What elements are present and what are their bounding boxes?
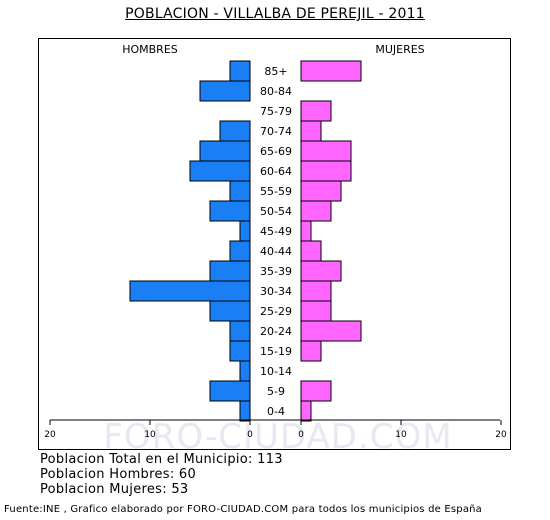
pyramid-chart: FORO-CIUDAD.COM HOMBRES MUJERES 85+ 80-84…	[44, 43, 507, 457]
category-label-65-69: 65-69	[260, 145, 292, 158]
bar-hombres-35-39	[209, 260, 251, 282]
tick-right-0-label: 0	[298, 430, 304, 440]
bars-layer	[129, 60, 362, 422]
bar-mujeres-55-59	[300, 180, 342, 202]
bar-hombres-85+	[229, 60, 251, 82]
legend-hombres: HOMBRES	[122, 43, 178, 56]
category-label-10-14: 10-14	[260, 365, 292, 378]
category-label-0-4: 0-4	[267, 405, 285, 418]
chart-frame	[38, 38, 511, 450]
category-label-5-9: 5-9	[267, 385, 285, 398]
bar-mujeres-85+	[300, 60, 362, 82]
bar-mujeres-0-4	[300, 400, 312, 422]
category-label-85+: 85+	[264, 65, 287, 78]
bar-mujeres-20-24	[300, 320, 362, 342]
stat-total: Poblacion Total en el Municipio: 113	[40, 452, 283, 467]
category-label-15-19: 15-19	[260, 345, 292, 358]
category-label-45-49: 45-49	[260, 225, 292, 238]
tick-right-10-label: 10	[395, 430, 407, 440]
bar-hombres-45-49	[239, 220, 251, 242]
bar-mujeres-15-19	[300, 340, 322, 362]
bar-hombres-60-64	[189, 160, 251, 182]
bar-hombres-20-24	[229, 320, 251, 342]
bar-mujeres-70-74	[300, 120, 322, 142]
tick-left-0-label: 0	[247, 430, 253, 440]
category-label-50-54: 50-54	[260, 205, 292, 218]
category-label-55-59: 55-59	[260, 185, 292, 198]
watermark: FORO-CIUDAD.COM	[103, 417, 452, 457]
category-label-40-44: 40-44	[260, 245, 292, 258]
footer-source: Fuente:INE , Grafico elaborado por FORO-…	[4, 504, 483, 515]
chart-title: POBLACION - VILLALBA DE PEREJIL - 2011	[125, 6, 425, 22]
category-label-20-24: 20-24	[260, 325, 292, 338]
stat-mujeres: Poblacion Mujeres: 53	[40, 482, 189, 497]
tick-right-20-label: 20	[495, 430, 507, 440]
category-label-80-84: 80-84	[260, 85, 292, 98]
bar-mujeres-75-79	[300, 100, 332, 122]
bar-mujeres-65-69	[300, 140, 352, 162]
bar-hombres-15-19	[229, 340, 251, 362]
bar-hombres-55-59	[229, 180, 251, 202]
bar-hombres-30-34	[129, 280, 251, 302]
bar-mujeres-40-44	[300, 240, 322, 262]
category-label-35-39: 35-39	[260, 265, 292, 278]
axis-ticks: 20 10 0 0 10 20	[44, 420, 507, 440]
category-label-60-64: 60-64	[260, 165, 292, 178]
category-label-25-29: 25-29	[260, 305, 292, 318]
category-label-70-74: 70-74	[260, 125, 292, 138]
category-labels: 85+ 80-84 75-79 70-74 65-69 60-64 55-59 50-54 45…	[260, 65, 292, 418]
bar-hombres-5-9	[209, 380, 251, 402]
bar-mujeres-25-29	[300, 300, 332, 322]
category-label-30-34: 30-34	[260, 285, 292, 298]
bar-mujeres-50-54	[300, 200, 332, 222]
bar-hombres-40-44	[229, 240, 251, 262]
category-label-75-79: 75-79	[260, 105, 292, 118]
bar-hombres-0-4	[239, 400, 251, 422]
bar-hombres-80-84	[199, 80, 251, 102]
tick-left-10-label: 10	[144, 430, 156, 440]
tick-left-20-label: 20	[44, 430, 56, 440]
bar-mujeres-30-34	[300, 280, 332, 302]
bar-mujeres-45-49	[300, 220, 312, 242]
legend-mujeres: MUJERES	[375, 43, 424, 56]
bar-hombres-10-14	[239, 360, 251, 382]
bar-hombres-65-69	[199, 140, 251, 162]
bar-hombres-70-74	[219, 120, 251, 142]
bar-mujeres-60-64	[300, 160, 352, 182]
bar-hombres-50-54	[209, 200, 251, 222]
stat-hombres: Poblacion Hombres: 60	[40, 467, 197, 482]
bar-mujeres-35-39	[300, 260, 342, 282]
bar-mujeres-5-9	[300, 380, 332, 402]
bar-hombres-25-29	[209, 300, 251, 322]
